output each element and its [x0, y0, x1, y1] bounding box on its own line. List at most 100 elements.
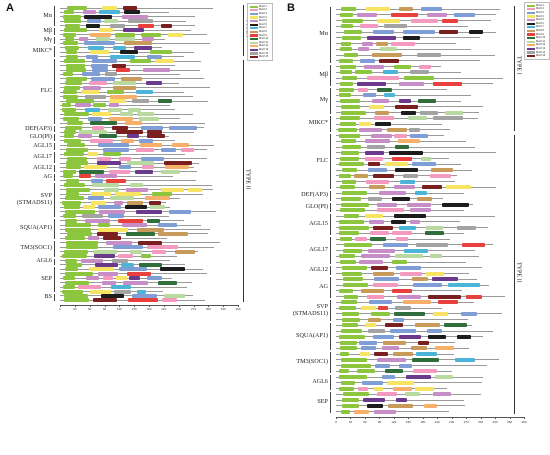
- motif-box: [146, 276, 163, 281]
- motif-box: [425, 231, 444, 236]
- motif-box: [98, 205, 121, 210]
- motif-box: [381, 375, 396, 379]
- motif-box: [64, 218, 77, 223]
- x-tick: [104, 304, 106, 307]
- x-tick-label: 60: [363, 419, 367, 424]
- motif-box: [104, 187, 120, 192]
- motif-box: [118, 156, 131, 161]
- motif-box: [171, 143, 189, 148]
- motif-box: [442, 18, 458, 23]
- motif-box: [99, 209, 126, 214]
- motif-box: [93, 254, 115, 259]
- clade-label: MIKC*: [32, 47, 52, 54]
- motif-box: [102, 147, 129, 152]
- x-tick-label: 240: [176, 307, 182, 312]
- sequence-track: [336, 7, 500, 11]
- sequence-track: [60, 285, 187, 290]
- motif-box: [433, 311, 448, 316]
- sequence-track: [336, 231, 464, 236]
- clade-bracket: [54, 59, 55, 124]
- motif-box: [108, 169, 130, 174]
- sequence-line: [60, 251, 199, 253]
- sequence-track: [60, 298, 205, 303]
- motif-box: [63, 116, 79, 121]
- motif-box: [396, 398, 407, 402]
- x-tick-label: 180: [146, 307, 152, 312]
- motif-box: [371, 311, 391, 316]
- clade-label: TM3(SOC1): [20, 244, 52, 252]
- motif-box: [373, 116, 395, 121]
- motif-box: [63, 19, 81, 24]
- motif-box: [115, 130, 144, 135]
- x-tick-label: 30: [73, 307, 77, 312]
- motif-box: [64, 45, 79, 50]
- motif-box: [167, 32, 183, 37]
- legend-label: Motif 5: [259, 19, 267, 23]
- sequence-track: [60, 103, 171, 108]
- motif-box: [97, 271, 118, 276]
- motif-box: [63, 134, 74, 139]
- motif-box: [62, 103, 72, 108]
- sequence-line: [336, 54, 495, 56]
- motif-box: [136, 147, 155, 152]
- motif-box: [62, 289, 83, 294]
- motif-box: [85, 218, 110, 223]
- motif-box: [357, 47, 370, 52]
- motif-box: [127, 271, 152, 276]
- x-tick: [119, 304, 121, 307]
- sequence-line: [336, 204, 474, 205]
- x-tick: [149, 304, 150, 307]
- x-tick-label: 0: [59, 307, 61, 312]
- sequence-track: [336, 409, 449, 414]
- legend-swatch: [527, 22, 535, 25]
- motif-box: [364, 156, 383, 161]
- motif-box: [91, 68, 109, 73]
- motif-box: [81, 258, 104, 263]
- motif-box: [379, 58, 399, 63]
- motif-box: [125, 187, 149, 192]
- x-tick: [163, 304, 165, 307]
- clade-label: AGL6: [36, 257, 52, 265]
- x-tick: [379, 417, 381, 420]
- motif-box: [368, 317, 382, 322]
- sequence-track: [60, 227, 210, 232]
- motif-box: [89, 50, 110, 55]
- motif-box: [434, 375, 453, 379]
- motif-box: [445, 185, 472, 190]
- sequence-line: [60, 20, 186, 22]
- motif-box: [369, 237, 386, 241]
- motif-box: [341, 363, 371, 368]
- motif-box: [120, 138, 134, 143]
- motif-box: [416, 352, 437, 356]
- type-bracket: [514, 6, 515, 131]
- x-tick: [350, 417, 352, 420]
- sequence-track: [336, 156, 450, 161]
- motif-box: [421, 7, 442, 11]
- type-bracket: [243, 60, 244, 302]
- motif-box: [382, 70, 399, 75]
- motif-box: [373, 409, 396, 414]
- motif-box: [376, 87, 392, 92]
- motif-box: [108, 214, 124, 219]
- motif-box: [379, 191, 406, 195]
- motif-box: [387, 380, 415, 385]
- sequence-line: [60, 202, 166, 204]
- legend-swatch: [250, 52, 258, 55]
- motif-box: [121, 14, 149, 19]
- motif-box: [389, 150, 423, 155]
- sequence-track: [60, 267, 203, 272]
- sequence-line: [60, 149, 207, 151]
- motif-box: [393, 185, 416, 190]
- motif-box: [97, 156, 111, 161]
- motif-box: [129, 59, 151, 64]
- x-tick-label: 330: [492, 419, 498, 424]
- motif-box: [388, 403, 413, 408]
- sequence-line: [60, 295, 194, 297]
- sequence-track: [60, 14, 196, 19]
- clade-bracket: [330, 300, 331, 322]
- motif-box: [340, 300, 357, 305]
- motif-box: [120, 112, 134, 117]
- clade-label: AGL15: [33, 142, 52, 150]
- x-tick-label: 90: [102, 307, 107, 312]
- motif-box: [357, 87, 368, 92]
